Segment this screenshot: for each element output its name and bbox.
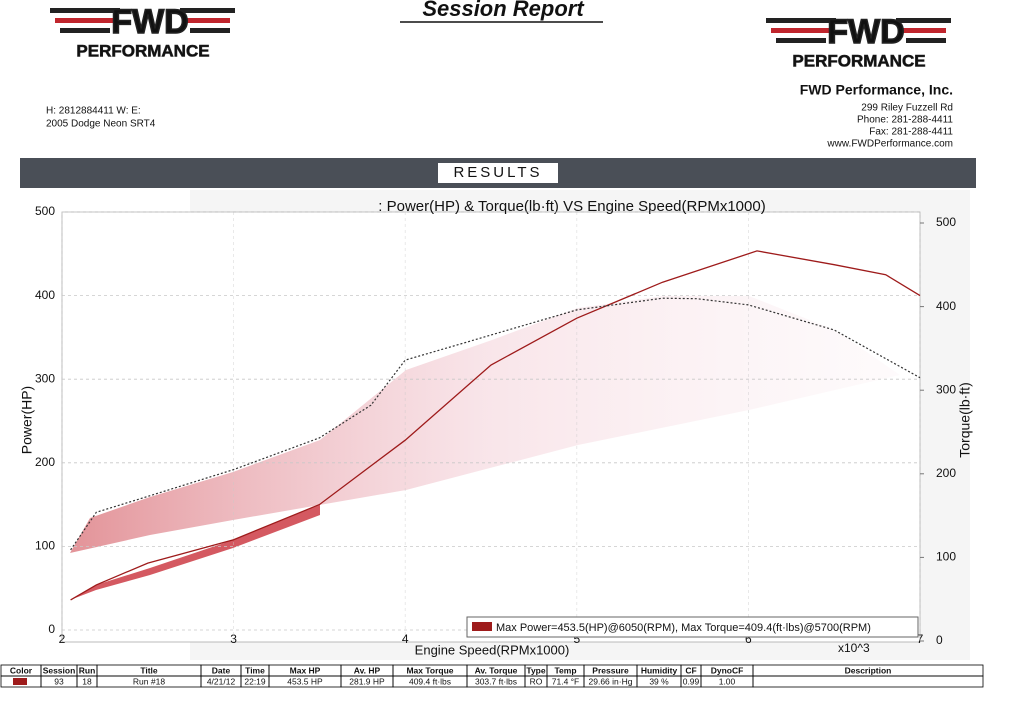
- header-label: Max HP: [290, 665, 321, 675]
- company-phone: Phone: 281-288-4411: [857, 115, 953, 126]
- section-label: RESULTS: [453, 164, 542, 181]
- row-value: 93: [54, 676, 64, 686]
- y2-tick-label: 100: [936, 550, 956, 564]
- y-tick-label: 0: [48, 622, 55, 636]
- annotation-box: [466, 616, 919, 638]
- y2-tick-label: 0: [936, 633, 943, 647]
- y-tick-label: 200: [35, 455, 55, 469]
- report-title: Session Report: [422, 0, 585, 21]
- chart-title: : Power(HP) & Torque(lb·ft) VS Engine Sp…: [378, 198, 765, 215]
- row-value: 0.99: [683, 676, 700, 686]
- row-value: 4/21/12: [207, 676, 236, 686]
- row-value: Run #18: [133, 676, 165, 686]
- annotation-swatch: [472, 622, 492, 631]
- y2-axis-title: Torque(lb·ft): [957, 382, 973, 457]
- y2-tick-label: 300: [936, 382, 956, 396]
- row-value: 453.5 HP: [287, 676, 323, 686]
- header-label: Av. HP: [354, 665, 381, 675]
- header-label: Av. Torque: [475, 665, 518, 675]
- section-label-box: [438, 163, 558, 183]
- header-label: Run: [79, 665, 96, 675]
- header-label: Color: [10, 665, 33, 675]
- row-cell: [752, 675, 984, 688]
- logo-main: FWD: [111, 3, 188, 41]
- logo-sub: PERFORMANCE: [792, 51, 925, 70]
- y-tick-label: 500: [35, 204, 55, 218]
- run-table: Color Session Run Title Date Time Max HP Av. HP…: [0, 664, 984, 688]
- header-label: Type: [526, 665, 545, 675]
- logo-sub: PERFORMANCE: [76, 41, 209, 60]
- torque-shade: [70, 296, 900, 553]
- y-tick-label: 400: [35, 288, 55, 302]
- row-value: 29.66 in·Hg: [589, 676, 633, 686]
- header-label: Max Torque: [406, 665, 453, 675]
- header-label: Title: [140, 665, 158, 675]
- header-label: Date: [212, 665, 231, 675]
- header-label: CF: [685, 665, 696, 675]
- company-name: FWD Performance, Inc.: [800, 82, 953, 98]
- logo-main: FWD: [827, 13, 904, 51]
- header-label: Temp: [554, 665, 576, 675]
- series-line: [70, 297, 921, 551]
- annotation: Max Power=453.5(HP)@6050(RPM), Max Torqu…: [496, 622, 871, 634]
- series-line: [70, 250, 921, 601]
- row-value: 71.4 °F: [552, 676, 580, 686]
- row-value: 22:19: [244, 676, 266, 686]
- header-label: Time: [245, 665, 265, 675]
- customer-phones: H: 2812884411 W: E:: [46, 106, 141, 117]
- x-axis-title: Engine Speed(RPMx1000): [415, 642, 570, 657]
- header-label: Pressure: [592, 665, 629, 675]
- run-color: [13, 678, 27, 685]
- company-address: 299 Riley Fuzzell Rd: [861, 103, 953, 114]
- row-value: 1.00: [719, 676, 736, 686]
- row-value: 303.7 ft·lbs: [475, 676, 517, 686]
- y2-tick-label: 500: [936, 215, 956, 229]
- row-value: 409.4 ft·lbs: [409, 676, 451, 686]
- header-label: Description: [845, 665, 892, 675]
- row-value: 18: [82, 676, 92, 686]
- x-unit: x10^3: [838, 641, 870, 655]
- y2-tick-label: 200: [936, 466, 956, 480]
- row-value: RO: [530, 676, 543, 686]
- header-label: DynoCF: [711, 665, 744, 675]
- logo-right: FWD PERFORMANCE: [766, 12, 951, 71]
- logo-left: FWD PERFORMANCE: [50, 2, 235, 61]
- vehicle: 2005 Dodge Neon SRT4: [46, 119, 156, 130]
- y-tick-label: 300: [35, 371, 55, 385]
- row-value: 281.9 HP: [349, 676, 385, 686]
- company-web: www.FWDPerformance.com: [826, 139, 953, 150]
- y-axis-title: Power(HP): [19, 386, 35, 454]
- row-value: 39 %: [649, 676, 669, 686]
- power-shade: [70, 505, 320, 600]
- y2-tick-label: 400: [936, 299, 956, 313]
- header-label: Session: [43, 665, 76, 675]
- chart: : Power(HP) & Torque(lb·ft) VS Engine Sp…: [19, 198, 973, 657]
- company-fax: Fax: 281-288-4411: [869, 127, 953, 138]
- header-label: Humidity: [641, 665, 678, 675]
- y-tick-label: 100: [35, 539, 55, 553]
